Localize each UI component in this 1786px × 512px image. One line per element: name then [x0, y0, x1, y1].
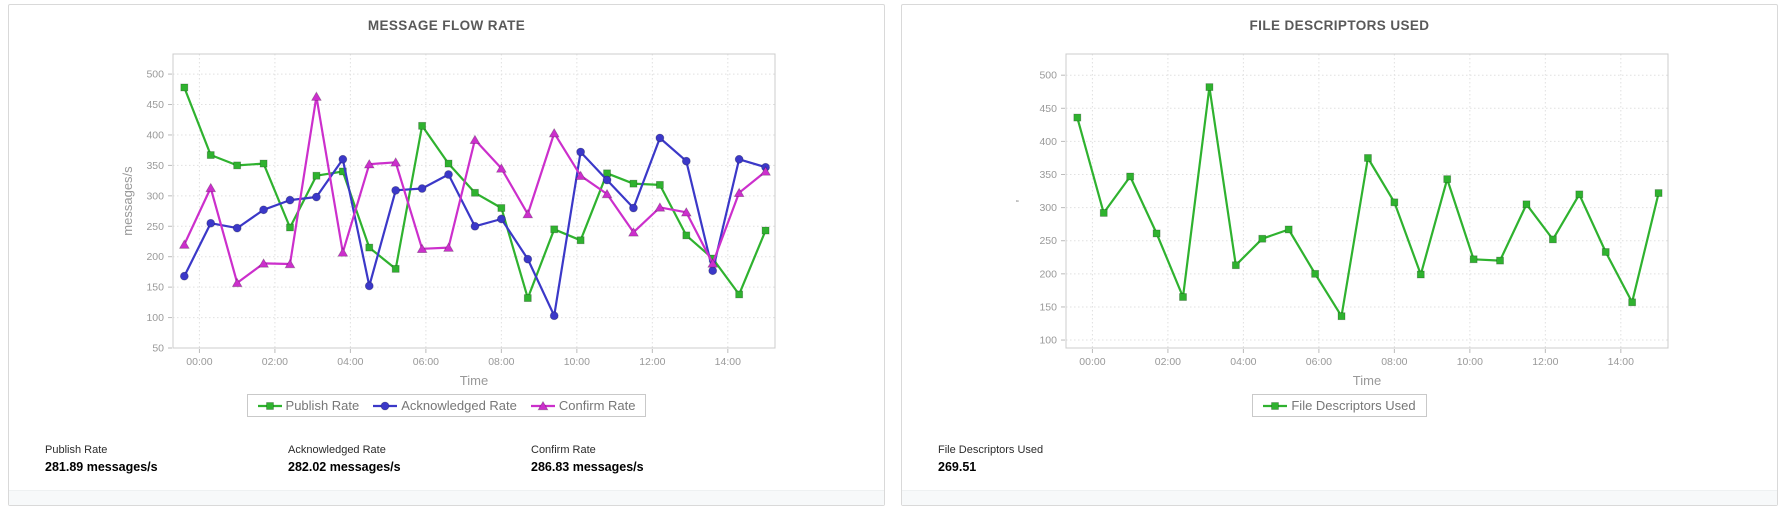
svg-text:08:00: 08:00 — [1381, 356, 1407, 368]
legend-item: File Descriptors Used — [1263, 398, 1416, 413]
svg-text:250: 250 — [1039, 235, 1057, 247]
svg-text:300: 300 — [1039, 202, 1057, 214]
stat-label: Confirm Rate — [531, 444, 596, 456]
stat-publish-rate: Publish Rate 281.89 messages/s — [45, 444, 288, 474]
svg-text:messages/s: messages/s — [120, 166, 135, 236]
message-flow-rate-chart-area: MESSAGE FLOW RATE 50 100 150 200 250 300 350 40… — [9, 5, 884, 391]
svg-text:500: 500 — [1039, 70, 1057, 82]
svg-text:100: 100 — [146, 312, 164, 324]
svg-text:350: 350 — [1039, 169, 1057, 181]
svg-text:02:00: 02:00 — [262, 356, 288, 368]
legend-label: Acknowledged Rate — [401, 398, 517, 413]
svg-text:14:00: 14:00 — [1608, 356, 1634, 368]
stat-confirm-rate: Confirm Rate 286.83 messages/s — [531, 444, 774, 474]
svg-text:100: 100 — [1039, 335, 1057, 347]
svg-text:04:00: 04:00 — [1230, 356, 1256, 368]
stat-label: Acknowledged Rate — [288, 444, 386, 456]
svg-text:Time: Time — [460, 373, 488, 388]
svg-text:150: 150 — [146, 282, 164, 294]
svg-text:200: 200 — [146, 251, 164, 263]
svg-text:14:00: 14:00 — [715, 356, 741, 368]
legend-box: File Descriptors Used — [1252, 394, 1427, 417]
svg-text:04:00: 04:00 — [337, 356, 363, 368]
svg-text:02:00: 02:00 — [1155, 356, 1181, 368]
stat-label: File Descriptors Used — [938, 444, 1044, 456]
svg-text:12:00: 12:00 — [1532, 356, 1558, 368]
svg-text:00:00: 00:00 — [1079, 356, 1105, 368]
legend-item: Publish Rate — [257, 398, 360, 413]
file-descriptors-chart: 100 150 200 250 300 350 400 450 500 00:00 02:00 04:… — [1013, 53, 1669, 388]
svg-text:00:00: 00:00 — [186, 356, 212, 368]
stats-row: Publish Rate 281.89 messages/s Acknowled… — [9, 444, 884, 474]
svg-text:06:00: 06:00 — [1306, 356, 1332, 368]
stat-label: Publish Rate — [45, 444, 108, 456]
file-descriptors-panel: FILE DESCRIPTORS USED 100 150 200 250 300 350… — [901, 4, 1778, 506]
svg-text:200: 200 — [1039, 268, 1057, 280]
message-flow-rate-chart: 50 100 150 200 250 300 350 400 450 500 00:00 02:00 0… — [120, 53, 776, 388]
stat-value: 269.51 — [938, 460, 977, 474]
legend-label: Confirm Rate — [558, 398, 636, 413]
chart-legend: Publish Rate Acknowledged Rate Confirm Rat… — [9, 394, 884, 417]
svg-text:500: 500 — [146, 69, 164, 81]
triangle-marker-icon — [530, 400, 555, 410]
svg-text:250: 250 — [146, 221, 164, 233]
chart-title: MESSAGE FLOW RATE — [367, 18, 526, 33]
legend-label: Publish Rate — [285, 398, 360, 413]
svg-text:300: 300 — [146, 190, 164, 202]
panel-footer — [902, 490, 1777, 505]
message-flow-rate-panel: MESSAGE FLOW RATE 50 100 150 200 250 300 350 40… — [8, 4, 885, 506]
svg-text:12:00: 12:00 — [639, 356, 665, 368]
chart-title: FILE DESCRIPTORS USED — [1249, 18, 1430, 33]
svg-text:10:00: 10:00 — [1457, 356, 1483, 368]
legend-box: Publish Rate Acknowledged Rate Confirm Rat… — [246, 394, 647, 417]
svg-text:10:00: 10:00 — [564, 356, 590, 368]
svg-text:400: 400 — [1039, 136, 1057, 148]
svg-text:150: 150 — [1039, 301, 1057, 313]
stat-acknowledged-rate: Acknowledged Rate 282.02 messages/s — [288, 444, 531, 474]
stat-value: 286.83 messages/s — [531, 460, 644, 474]
legend-label: File Descriptors Used — [1291, 398, 1416, 413]
chart-legend: File Descriptors Used — [902, 394, 1777, 417]
circle-marker-icon — [373, 401, 398, 410]
svg-text:': ' — [1013, 200, 1028, 202]
square-marker-icon — [257, 401, 282, 410]
svg-text:08:00: 08:00 — [488, 356, 514, 368]
svg-text:450: 450 — [146, 99, 164, 111]
svg-text:06:00: 06:00 — [413, 356, 439, 368]
square-marker-icon — [1263, 401, 1288, 410]
legend-item: Confirm Rate — [530, 398, 636, 413]
stat-value: 282.02 messages/s — [288, 460, 401, 474]
svg-text:Time: Time — [1353, 373, 1381, 388]
file-descriptors-chart-area: FILE DESCRIPTORS USED 100 150 200 250 300 350… — [902, 5, 1777, 391]
svg-text:400: 400 — [146, 129, 164, 141]
stat-value: 281.89 messages/s — [45, 460, 158, 474]
stat-file-descriptors: File Descriptors Used 269.51 — [938, 444, 1181, 474]
svg-text:350: 350 — [146, 160, 164, 172]
panel-footer — [9, 490, 884, 505]
svg-text:50: 50 — [152, 343, 164, 355]
legend-item: Acknowledged Rate — [373, 398, 517, 413]
stats-row: File Descriptors Used 269.51 — [902, 444, 1777, 474]
svg-text:450: 450 — [1039, 103, 1057, 115]
